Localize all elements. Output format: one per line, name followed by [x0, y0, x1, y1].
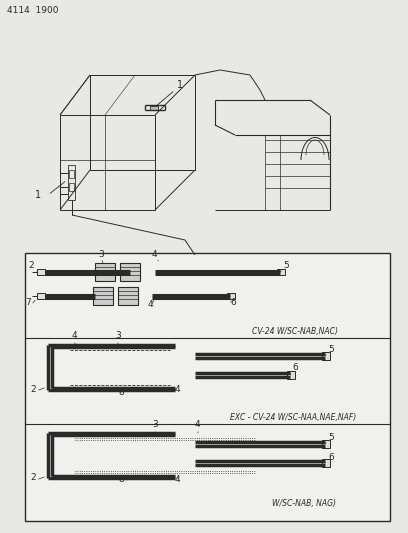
Text: 6: 6 — [230, 298, 236, 307]
Bar — [287, 371, 295, 379]
Text: 2: 2 — [30, 473, 35, 482]
Bar — [277, 269, 285, 275]
Text: 5: 5 — [328, 345, 334, 354]
Bar — [227, 293, 235, 299]
Text: CV-24 W/SC-NAB,NAC): CV-24 W/SC-NAB,NAC) — [252, 327, 338, 336]
Text: 3: 3 — [115, 331, 121, 340]
Text: 4: 4 — [152, 250, 157, 259]
Text: 5: 5 — [283, 261, 289, 270]
Text: 8: 8 — [118, 475, 124, 484]
Bar — [37, 293, 45, 299]
Text: 4: 4 — [72, 331, 78, 340]
Bar — [120, 263, 140, 281]
Text: EXC - CV-24 W/SC-NAA,NAE,NAF): EXC - CV-24 W/SC-NAA,NAE,NAF) — [230, 413, 356, 422]
Bar — [322, 352, 330, 360]
Text: 4: 4 — [195, 420, 201, 429]
Text: 8: 8 — [118, 388, 124, 397]
Text: 3: 3 — [152, 420, 158, 429]
Text: 4114  1900: 4114 1900 — [7, 6, 58, 15]
Text: 6: 6 — [292, 363, 298, 372]
Text: 5: 5 — [328, 433, 334, 442]
Text: W/SC-NAB, NAG): W/SC-NAB, NAG) — [272, 499, 336, 508]
Text: 7: 7 — [25, 298, 31, 307]
Bar — [322, 440, 330, 448]
Text: 1: 1 — [35, 190, 41, 200]
Bar — [150, 106, 158, 110]
Text: 2: 2 — [30, 385, 35, 394]
Text: 4: 4 — [148, 300, 154, 309]
Bar — [118, 287, 138, 305]
Text: 1: 1 — [177, 80, 183, 90]
Bar — [37, 269, 45, 275]
Text: 4: 4 — [175, 385, 181, 394]
Bar — [69, 170, 74, 178]
Text: 4: 4 — [175, 475, 181, 484]
Bar — [322, 459, 330, 467]
Bar — [69, 183, 74, 191]
Bar — [95, 263, 115, 281]
Bar — [93, 287, 113, 305]
Text: 2: 2 — [28, 261, 33, 270]
Text: 3: 3 — [98, 250, 104, 259]
Text: 6: 6 — [328, 453, 334, 462]
Bar — [25, 253, 390, 521]
